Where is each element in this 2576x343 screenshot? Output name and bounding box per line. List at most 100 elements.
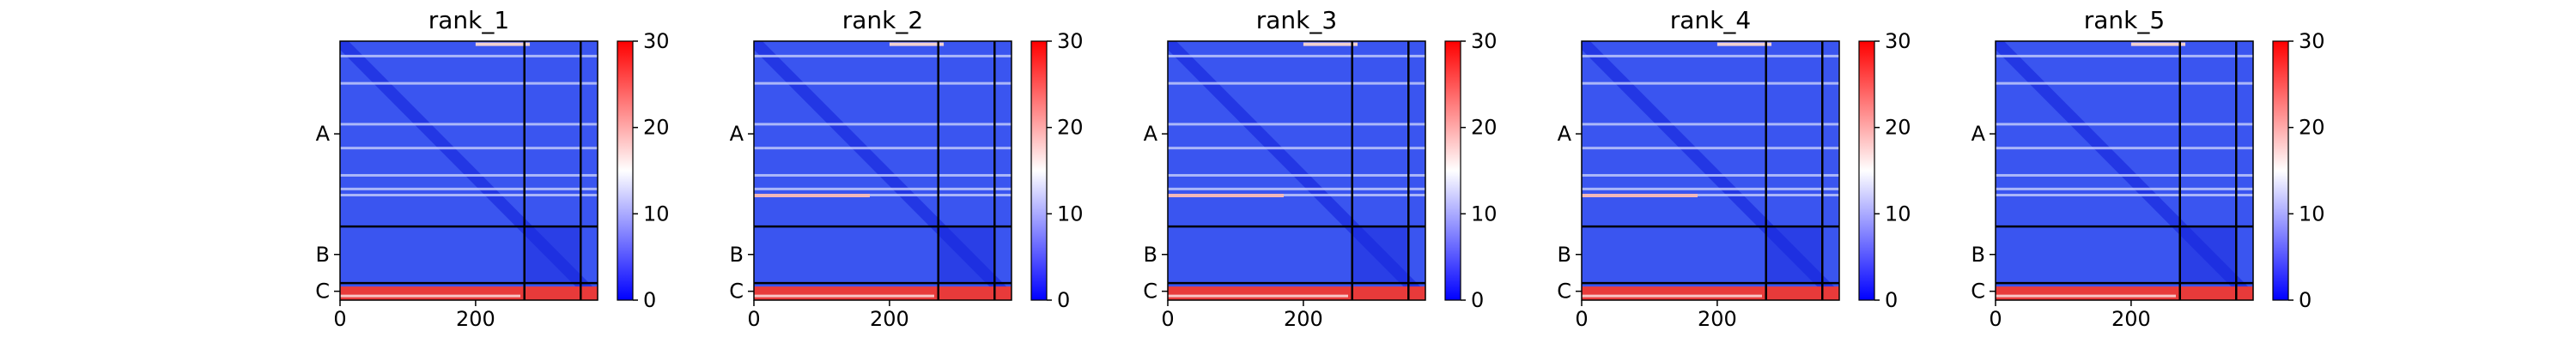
heatmap-row-band bbox=[1168, 147, 1425, 149]
panel-title: rank_1 bbox=[428, 6, 509, 34]
x-tick-label: 200 bbox=[456, 307, 495, 331]
heatmap-top-band bbox=[476, 43, 530, 46]
colorbar-tick-label: 0 bbox=[1885, 288, 1898, 312]
heatmap-row-band bbox=[1996, 123, 2253, 125]
heatmap-high-band bbox=[1582, 194, 1698, 197]
heatmap-row-band bbox=[754, 55, 1012, 57]
heatmap-top-band bbox=[1303, 43, 1358, 46]
heatmap bbox=[1996, 41, 2253, 300]
heatmap-row-band bbox=[340, 82, 598, 85]
colorbar-tick-label: 10 bbox=[2299, 202, 2325, 226]
x-tick-label: 200 bbox=[2111, 307, 2151, 331]
chain-label: B bbox=[316, 243, 330, 267]
panel-title: rank_5 bbox=[2084, 6, 2165, 34]
heatmap-chain-c-rows bbox=[754, 286, 1012, 300]
heatmap-chain-c-rows bbox=[1996, 286, 2253, 300]
colorbar-tick-label: 30 bbox=[1057, 29, 1084, 53]
x-tick-label: 0 bbox=[1575, 307, 1588, 331]
heatmap-chain-c-rows bbox=[340, 286, 598, 300]
heatmap-row-band bbox=[1996, 55, 2253, 57]
heatmap-high-band bbox=[754, 194, 870, 197]
colorbar-tick-label: 0 bbox=[2299, 288, 2312, 312]
colorbar-tick-label: 20 bbox=[1885, 116, 1911, 140]
heatmap bbox=[754, 41, 1012, 300]
chain-label: C bbox=[1143, 280, 1157, 304]
chain-label: A bbox=[1558, 122, 1572, 146]
heatmap-row-band bbox=[340, 123, 598, 125]
heatmap bbox=[1168, 41, 1425, 300]
colorbar-tick-label: 30 bbox=[1885, 29, 1911, 53]
colorbar-gradient bbox=[1859, 41, 1874, 300]
heatmap-chain-c-rows bbox=[1582, 286, 1839, 300]
colorbar-gradient bbox=[1445, 41, 1461, 300]
chain-label: B bbox=[730, 243, 744, 267]
chain-label: A bbox=[316, 122, 331, 146]
heatmap-row-band bbox=[1582, 123, 1839, 125]
colorbar-tick-label: 10 bbox=[1471, 202, 1498, 226]
heatmap-row-band bbox=[754, 147, 1012, 149]
chain-label: A bbox=[1971, 122, 1986, 146]
heatmap-row-band bbox=[340, 55, 598, 57]
heatmap-row-band bbox=[1582, 82, 1839, 85]
x-tick-label: 200 bbox=[1284, 307, 1323, 331]
colorbar-tick-label: 30 bbox=[643, 29, 670, 53]
colorbar: 0 10 20 30 bbox=[1859, 29, 1911, 312]
heatmap-row-band bbox=[1168, 174, 1425, 177]
chain-label: B bbox=[1971, 243, 1985, 267]
colorbar-tick-label: 20 bbox=[2299, 116, 2325, 140]
x-tick-label: 200 bbox=[870, 307, 909, 331]
colorbar: 0 10 20 30 bbox=[2273, 29, 2325, 312]
chain-label: C bbox=[1557, 280, 1571, 304]
heatmap-chain-c-stripe bbox=[754, 295, 934, 298]
x-tick-label: 0 bbox=[1989, 307, 2002, 331]
panel-title: rank_2 bbox=[842, 6, 923, 34]
heatmap-chain-c-stripe bbox=[1582, 295, 1762, 298]
colorbar-tick-label: 20 bbox=[1057, 116, 1084, 140]
chain-label: C bbox=[1971, 280, 1985, 304]
colorbar-tick-label: 10 bbox=[1885, 202, 1911, 226]
heatmap-row-band bbox=[1168, 188, 1425, 190]
colorbar-tick-label: 0 bbox=[643, 288, 656, 312]
heatmap-row-band bbox=[1996, 174, 2253, 177]
heatmap-row-band bbox=[340, 174, 598, 177]
x-tick-label: 0 bbox=[333, 307, 346, 331]
heatmap-row-band bbox=[754, 82, 1012, 85]
chain-label: B bbox=[1558, 243, 1571, 267]
heatmap-row-band bbox=[340, 194, 598, 196]
colorbar-gradient bbox=[1031, 41, 1047, 300]
panel-4: rank_4 0 20 0 A BC 0 10 20 30 bbox=[1557, 6, 1911, 331]
colorbar: 0 10 20 30 bbox=[1445, 29, 1498, 312]
x-tick-label: 0 bbox=[747, 307, 760, 331]
colorbar-tick-label: 10 bbox=[643, 202, 670, 226]
heatmap-row-band bbox=[754, 188, 1012, 190]
chain-label: A bbox=[1144, 122, 1158, 146]
heatmap-chain-c-stripe bbox=[1168, 295, 1348, 298]
heatmap-chain-c-stripe bbox=[1996, 295, 2176, 298]
colorbar-gradient bbox=[617, 41, 633, 300]
heatmap-row-band bbox=[1582, 147, 1839, 149]
heatmap-row-band bbox=[754, 174, 1012, 177]
heatmap-row-band bbox=[1996, 188, 2253, 190]
colorbar-tick-label: 0 bbox=[1057, 288, 1070, 312]
heatmap-row-band bbox=[1168, 123, 1425, 125]
heatmap-row-band bbox=[1996, 147, 2253, 149]
panel-title: rank_4 bbox=[1670, 6, 1751, 34]
heatmap-high-band bbox=[1168, 194, 1284, 197]
heatmap-row-band bbox=[1168, 55, 1425, 57]
heatmap-row-band bbox=[754, 123, 1012, 125]
heatmap-row-band bbox=[1582, 188, 1839, 190]
colorbar: 0 10 20 30 bbox=[617, 29, 670, 312]
heatmap-row-band bbox=[1168, 82, 1425, 85]
heatmap-row-band bbox=[1582, 55, 1839, 57]
colorbar-tick-label: 0 bbox=[1471, 288, 1484, 312]
heatmap-row-band bbox=[1582, 174, 1839, 177]
colorbar: 0 10 20 30 bbox=[1031, 29, 1084, 312]
chain-label: C bbox=[729, 280, 744, 304]
heatmap-row-band bbox=[340, 147, 598, 149]
colorbar-tick-label: 30 bbox=[2299, 29, 2325, 53]
colorbar-tick-label: 10 bbox=[1057, 202, 1084, 226]
heatmap-row-band bbox=[1996, 82, 2253, 85]
